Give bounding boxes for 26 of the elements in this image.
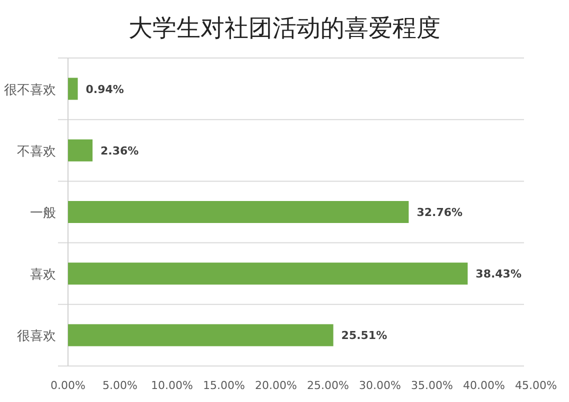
y-tick-label: 很不喜欢 (4, 82, 56, 98)
data-label: 25.51% (341, 329, 388, 342)
data-label: 2.36% (100, 144, 139, 158)
bar (68, 78, 78, 100)
bar (68, 201, 409, 223)
x-tick-label: 45.00% (515, 379, 557, 392)
y-tick-label: 不喜欢 (17, 144, 56, 160)
bar (68, 262, 468, 285)
data-label: 32.76% (416, 206, 463, 219)
y-tick-label: 很喜欢 (17, 329, 56, 344)
chart-title: 大学生对社团活动的喜爱程度 (128, 14, 440, 42)
x-tick-label: 40.00% (463, 379, 505, 392)
x-tick-label: 35.00% (411, 379, 453, 392)
x-tick-label: 25.00% (307, 379, 349, 392)
bar (68, 324, 334, 346)
x-tick-label: 30.00% (359, 379, 401, 392)
y-tick-label: 喜欢 (30, 268, 56, 283)
x-tick-label: 20.00% (255, 379, 297, 392)
data-label: 0.94% (86, 82, 124, 96)
data-label: 38.43% (476, 268, 522, 281)
x-tick-label: 0.00% (50, 379, 86, 392)
y-tick-label: 一般 (30, 206, 56, 221)
bar (68, 139, 93, 162)
x-tick-label: 15.00% (203, 379, 245, 392)
x-tick-label: 5.00% (102, 379, 138, 392)
x-tick-label: 10.00% (151, 379, 193, 392)
